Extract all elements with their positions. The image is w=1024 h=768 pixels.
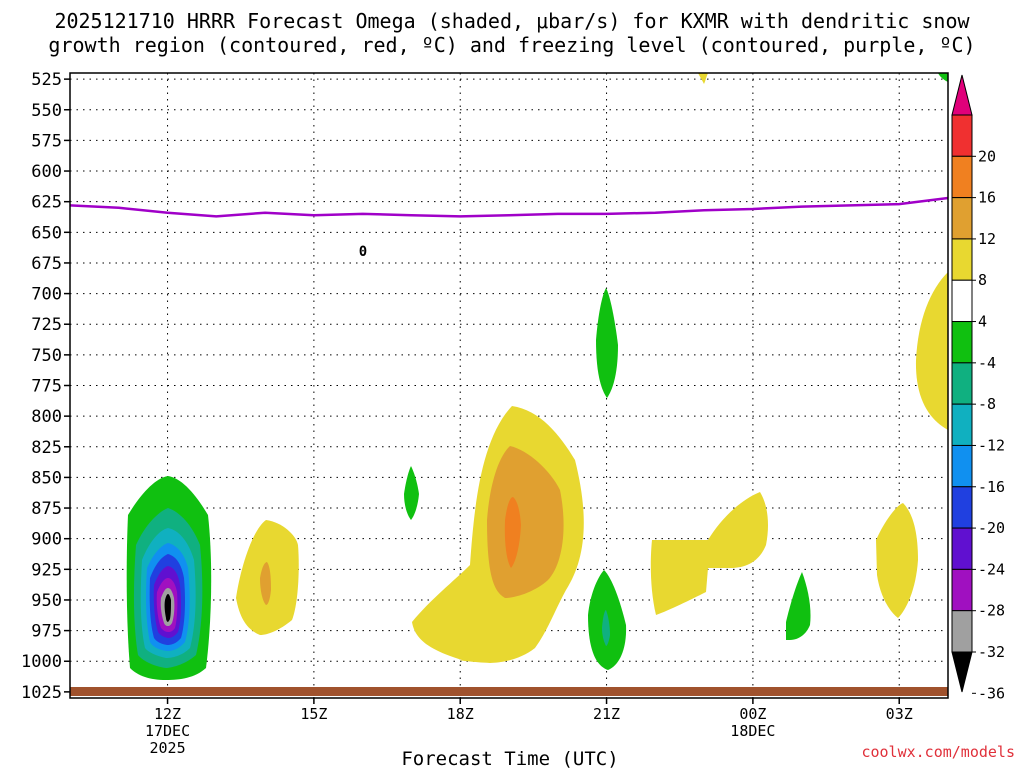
- y-tick-label: 800: [31, 407, 62, 427]
- y-tick-label: 575: [31, 131, 62, 151]
- omega-region-gold-19z: [487, 446, 564, 598]
- colorbar-swatch: [951, 279, 973, 323]
- colorbar-label: -12: [978, 436, 1005, 454]
- y-tick-label: 750: [31, 346, 62, 366]
- y-tick-label: 875: [31, 499, 62, 519]
- colorbar-bottom-arrow: [951, 651, 973, 693]
- y-tick-label: 725: [31, 315, 62, 335]
- omega-region-yellow-top: [698, 73, 708, 84]
- colorbar-label: -36: [978, 684, 1005, 702]
- omega-region-orange-19z: [504, 497, 521, 568]
- y-tick-label: 700: [31, 285, 62, 305]
- colorbar-label: 20: [978, 147, 996, 165]
- y-tick-label: 550: [31, 101, 62, 121]
- omega-region-orange-14z: [260, 562, 271, 605]
- x-tick-label: 00Z: [739, 705, 766, 723]
- colorbar-label: -28: [978, 602, 1005, 620]
- colorbar-label: -8: [978, 395, 996, 413]
- colorbar-swatch: [951, 527, 973, 570]
- colorbar-swatch: [951, 238, 973, 281]
- y-tick-label: 600: [31, 162, 62, 182]
- surface-strip: [70, 687, 948, 696]
- colorbar-swatch: [951, 403, 973, 446]
- y-tick-label: 775: [31, 377, 62, 397]
- colorbar-top-arrow: [951, 74, 973, 116]
- omega-region-green-21z-upper: [596, 288, 618, 398]
- colorbar-swatch: [951, 486, 973, 529]
- x-tick-label: 21Z: [593, 705, 620, 723]
- colorbar-label: 4: [978, 313, 987, 331]
- omega-region-yellow-23z: [650, 492, 768, 615]
- y-tick-label: 950: [31, 591, 62, 611]
- x-tick-sublabel-year: 2025: [149, 739, 185, 757]
- x-tick-sublabel-date: 18DEC: [730, 722, 775, 740]
- omega-region-teal-21z-lower: [602, 610, 610, 646]
- colorbar-swatch: [951, 197, 973, 240]
- y-axis: 525 550 575 600 625 650 675 700 725 750 775 800 825 8…: [21, 70, 70, 703]
- freezing-level-line: [69, 196, 949, 218]
- omega-region-yellow-03z-lower: [876, 503, 918, 618]
- x-tick-sublabel-date: 17DEC: [145, 722, 190, 740]
- y-tick-label: 850: [31, 468, 62, 488]
- colorbar-label: 16: [978, 189, 996, 207]
- omega-shading: [126, 73, 948, 680]
- credit-text: coolwx.com/models: [861, 743, 1015, 761]
- y-tick-label: 975: [31, 622, 62, 642]
- colorbar: 20 16 12 8 4 -4 -8 -12 -16 -20 -24 -28 -32 -36: [951, 74, 1005, 702]
- colorbar-label: -16: [978, 478, 1005, 496]
- colorbar-swatch: [951, 321, 973, 364]
- colorbar-label: -24: [978, 560, 1005, 578]
- chart-title-line1: 2025121710 HRRR Forecast Omega (shaded, …: [54, 9, 970, 33]
- colorbar-label: 8: [978, 271, 987, 289]
- omega-region-green-17z: [404, 466, 419, 520]
- y-tick-label: 625: [31, 193, 62, 213]
- x-axis-label: Forecast Time (UTC): [401, 748, 618, 768]
- x-tick-label: 03Z: [886, 705, 913, 723]
- omega-region-black-12z: [164, 594, 171, 622]
- colorbar-swatch: [951, 155, 973, 199]
- freezing-level-label-bg: [356, 243, 370, 259]
- colorbar-swatch: [951, 610, 973, 653]
- colorbar-swatch: [951, 114, 973, 157]
- y-tick-label: 900: [31, 530, 62, 550]
- colorbar-label: -4: [978, 354, 996, 372]
- chart-title-line2: growth region (contoured, red, ºC) and f…: [48, 33, 975, 57]
- y-tick-label: 1025: [21, 683, 62, 703]
- omega-region-green-top-corner: [938, 73, 948, 82]
- colorbar-label: -20: [978, 519, 1005, 537]
- omega-region-yellow-right-edge: [915, 272, 948, 430]
- colorbar-swatch: [951, 568, 973, 612]
- y-tick-label: 1000: [21, 652, 62, 672]
- y-tick-label: 675: [31, 254, 62, 274]
- y-tick-label: 925: [31, 560, 62, 580]
- colorbar-swatch: [951, 444, 973, 488]
- y-tick-label: 525: [31, 70, 62, 90]
- freezing-level-label: 0: [359, 244, 367, 260]
- y-tick-label: 825: [31, 438, 62, 458]
- y-tick-label: 650: [31, 223, 62, 243]
- omega-region-green-01z: [786, 572, 811, 640]
- colorbar-label: 12: [978, 230, 996, 248]
- x-tick-label: 15Z: [300, 705, 327, 723]
- colorbar-swatch: [951, 362, 973, 405]
- colorbar-label: -32: [978, 643, 1005, 661]
- x-tick-label: 18Z: [447, 705, 474, 723]
- x-tick-label: 12Z: [154, 705, 181, 723]
